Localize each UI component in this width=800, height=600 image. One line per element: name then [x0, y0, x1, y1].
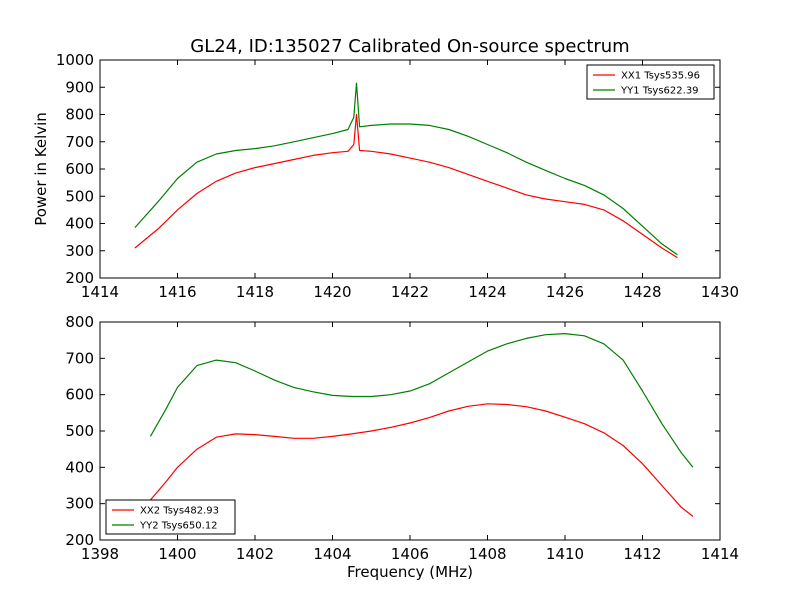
y-tick-label: 700	[65, 349, 94, 367]
x-tick-label: 1424	[468, 283, 506, 301]
x-axis-label: Frequency (MHz)	[347, 563, 473, 581]
plot-panel-1: 1414 1416 1418 1420 1422 1424 1426 1428 1430 200 3…	[56, 51, 739, 301]
series-line-2-1	[149, 403, 694, 517]
x-tick-label: 1422	[391, 283, 429, 301]
y-tick-label: 900	[65, 78, 94, 96]
legend-box	[105, 499, 236, 535]
x-tick-label: 1414	[81, 283, 119, 301]
x-tick-label: 1398	[81, 545, 119, 563]
legend-2: XX2 Tsys482.93 YY2 Tsys650.12	[105, 499, 236, 535]
y-tick-label: 500	[65, 422, 94, 440]
y-tick-label: 300	[65, 495, 94, 513]
y-tick-label: 600	[65, 160, 94, 178]
plot-panel-2: 1398 1400 1402 1404 1406 1408 1410 1412 1414 200 3…	[65, 313, 739, 563]
y-tick-label: 600	[65, 386, 94, 404]
series-line-1-2	[134, 82, 678, 256]
panels: 1414 1416 1418 1420 1422 1424 1426 1428 1430 200 3…	[56, 51, 739, 563]
x-tick-label: 1404	[313, 545, 351, 563]
x-tick-label: 1426	[546, 283, 584, 301]
y-tick-label: 400	[65, 458, 94, 476]
legend-label: XX1 Tsys535.96	[621, 71, 700, 82]
x-tick-label: 1414	[701, 545, 739, 563]
legend-label: YY2 Tsys650.12	[139, 521, 218, 532]
y-tick-label: 500	[65, 187, 94, 205]
series-line-2-2	[149, 333, 694, 468]
y-tick-label: 300	[65, 242, 94, 260]
y-tick-label: 1000	[56, 51, 94, 69]
legend-label: XX2 Tsys482.93	[140, 506, 219, 517]
x-tick-label: 1406	[391, 545, 429, 563]
legend-box	[586, 64, 715, 100]
x-tick-label: 1428	[623, 283, 661, 301]
x-tick-label: 1408	[468, 545, 506, 563]
x-tick-label: 1410	[546, 545, 584, 563]
x-tick-label: 1400	[158, 545, 196, 563]
legend-1: XX1 Tsys535.96 YY1 Tsys622.39	[586, 64, 715, 100]
x-tick-label: 1418	[236, 283, 274, 301]
y-tick-label: 400	[65, 215, 94, 233]
x-tick-label: 1402	[236, 545, 274, 563]
y-axis-label: Power in Kelvin	[32, 112, 50, 226]
legend-label: YY1 Tsys622.39	[620, 86, 699, 97]
x-tick-label: 1412	[623, 545, 661, 563]
y-tick-label: 800	[65, 106, 94, 124]
x-tick-label: 1416	[158, 283, 196, 301]
y-tick-label: 200	[65, 269, 94, 287]
y-tick-label: 200	[65, 531, 94, 549]
y-tick-label: 800	[65, 313, 94, 331]
figure-title: GL24, ID:135027 Calibrated On-source spe…	[190, 36, 629, 57]
y-tick-label: 700	[65, 133, 94, 151]
x-tick-label: 1430	[701, 283, 739, 301]
x-tick-label: 1420	[313, 283, 351, 301]
series-line-1-1	[134, 113, 678, 259]
